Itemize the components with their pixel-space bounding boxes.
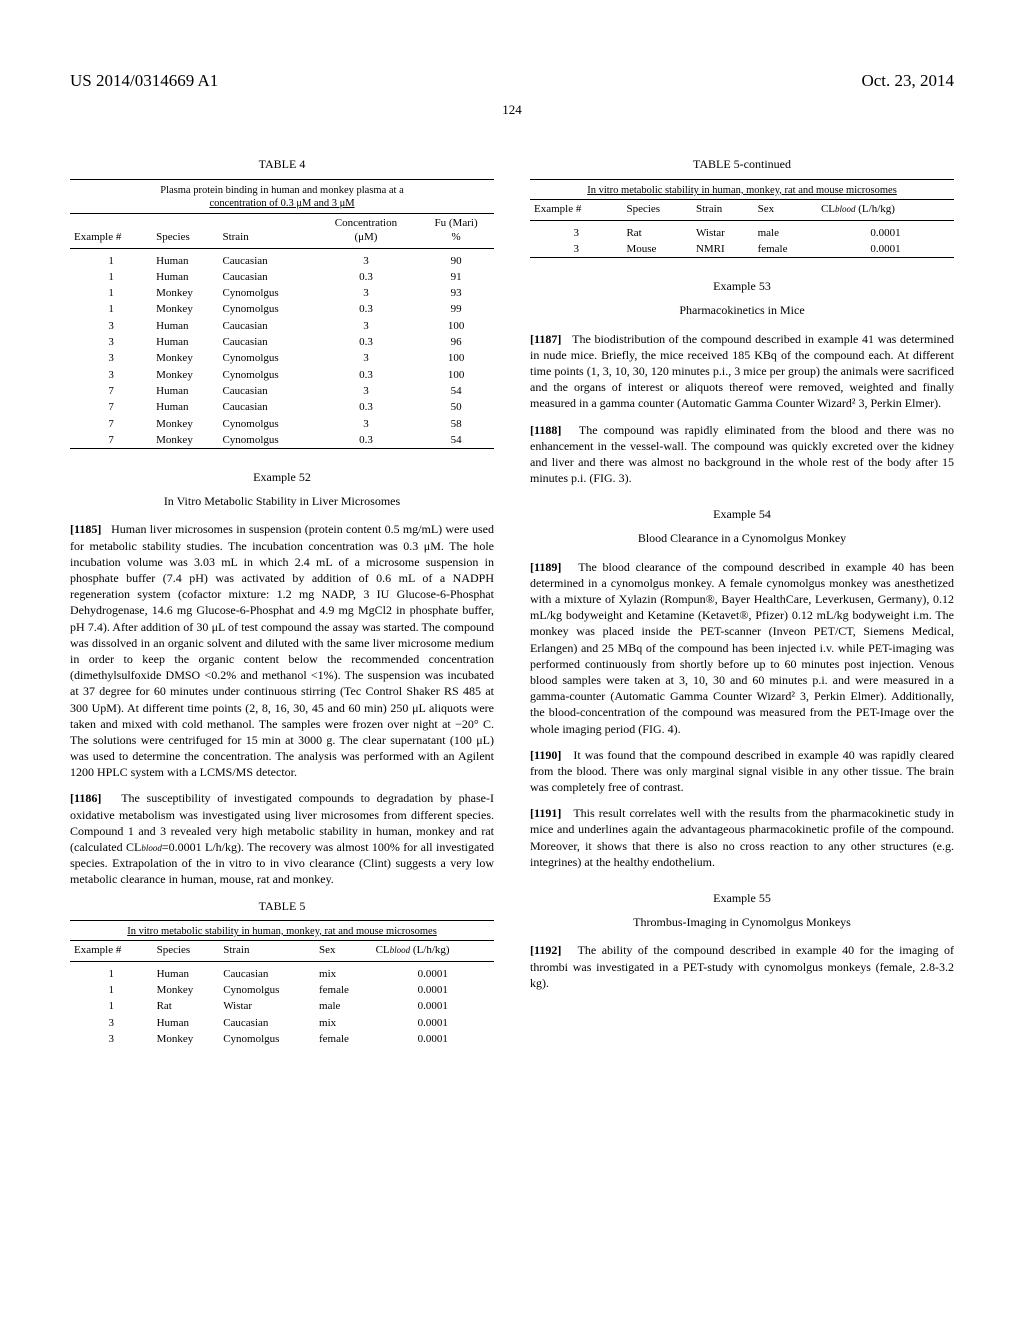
table-row: 3HumanCaucasianmix0.0001	[70, 1015, 494, 1031]
table-row: 3RatWistarmale0.0001	[530, 220, 954, 241]
t4-col-strain: Strain	[218, 214, 313, 248]
table-5-continued: In vitro metabolic stability in human, m…	[530, 179, 954, 259]
t5-col-sex: Sex	[315, 941, 372, 961]
t5c-col-strain: Strain	[692, 200, 754, 220]
table-row: 3HumanCaucasian0.396	[70, 334, 494, 350]
table-row: 7HumanCaucasian354	[70, 383, 494, 399]
para-1186: [1186] The susceptibility of investigate…	[70, 790, 494, 887]
t5c-col-example: Example #	[530, 200, 622, 220]
para-1188: [1188] The compound was rapidly eliminat…	[530, 422, 954, 487]
table-row: 1HumanCaucasianmix0.0001	[70, 961, 494, 982]
table-row: 3MonkeyCynomolgusfemale0.0001	[70, 1031, 494, 1051]
example-53-heading: Example 53	[530, 278, 954, 294]
para-1191: [1191] This result correlates well with …	[530, 805, 954, 870]
example-54-subheading: Blood Clearance in a Cynomolgus Monkey	[530, 530, 954, 546]
running-header: US 2014/0314669 A1 Oct. 23, 2014	[70, 70, 954, 93]
example-55-subheading: Thrombus-Imaging in Cynomolgus Monkeys	[530, 914, 954, 930]
t5-col-strain: Strain	[219, 941, 315, 961]
t5c-col-species: Species	[622, 200, 692, 220]
table-row: 3MouseNMRIfemale0.0001	[530, 241, 954, 258]
header-left: US 2014/0314669 A1	[70, 70, 218, 93]
table-5-caption: In vitro metabolic stability in human, m…	[70, 920, 494, 941]
table-row: 1HumanCaucasian390	[70, 248, 494, 269]
para-1192: [1192] The ability of the compound descr…	[530, 942, 954, 991]
para-1187: [1187] The biodistribution of the compou…	[530, 331, 954, 412]
table-row: 1HumanCaucasian0.391	[70, 269, 494, 285]
content-columns: TABLE 4 Plasma protein binding in human …	[70, 146, 954, 1246]
t5-col-cl: CLblood (L/h/kg)	[372, 941, 494, 961]
table-5-block: TABLE 5 In vitro metabolic stability in …	[70, 898, 494, 1052]
page-number: 124	[70, 101, 954, 119]
table-row: 3MonkeyCynomolgus3100	[70, 350, 494, 366]
example-54-heading: Example 54	[530, 506, 954, 522]
table-5c-caption: In vitro metabolic stability in human, m…	[530, 179, 954, 200]
page: US 2014/0314669 A1 Oct. 23, 2014 124 TAB…	[0, 0, 1024, 1320]
table-row: 3HumanCaucasian3100	[70, 318, 494, 334]
para-1190: [1190] It was found that the compound de…	[530, 747, 954, 796]
t4-col-example: Example #	[70, 214, 152, 248]
example-52-heading: Example 52	[70, 469, 494, 485]
t5c-col-sex: Sex	[754, 200, 817, 220]
table-5c-label: TABLE 5-continued	[530, 156, 954, 172]
table-5-continued-block: TABLE 5-continued In vitro metabolic sta…	[530, 156, 954, 258]
t4-col-species: Species	[152, 214, 218, 248]
t5-col-species: Species	[153, 941, 220, 961]
table-4-label: TABLE 4	[70, 156, 494, 172]
table-row: 7MonkeyCynomolgus358	[70, 416, 494, 432]
table-4: Plasma protein binding in human and monk…	[70, 179, 494, 449]
table-5: In vitro metabolic stability in human, m…	[70, 920, 494, 1051]
t5-col-example: Example #	[70, 941, 153, 961]
table-4-block: TABLE 4 Plasma protein binding in human …	[70, 156, 494, 449]
para-1189: [1189] The blood clearance of the compou…	[530, 559, 954, 737]
table-row: 7MonkeyCynomolgus0.354	[70, 432, 494, 449]
para-1185: [1185] Human liver microsomes in suspens…	[70, 521, 494, 780]
table-4-caption: Plasma protein binding in human and monk…	[70, 179, 494, 213]
t4-col-conc: Concentration(μM)	[314, 214, 418, 248]
table-row: 1MonkeyCynomolgusfemale0.0001	[70, 982, 494, 998]
table-row: 7HumanCaucasian0.350	[70, 399, 494, 415]
table-5-label: TABLE 5	[70, 898, 494, 914]
example-52-subheading: In Vitro Metabolic Stability in Liver Mi…	[70, 493, 494, 509]
t4-col-fu: Fu (Mari)%	[418, 214, 494, 248]
t5c-col-cl: CLblood (L/h/kg)	[817, 200, 954, 220]
table-row: 1MonkeyCynomolgus0.399	[70, 301, 494, 317]
header-right: Oct. 23, 2014	[861, 70, 954, 93]
table-row: 1MonkeyCynomolgus393	[70, 285, 494, 301]
example-53-subheading: Pharmacokinetics in Mice	[530, 302, 954, 318]
table-row: 3MonkeyCynomolgus0.3100	[70, 367, 494, 383]
table-row: 1RatWistarmale0.0001	[70, 998, 494, 1014]
example-55-heading: Example 55	[530, 890, 954, 906]
